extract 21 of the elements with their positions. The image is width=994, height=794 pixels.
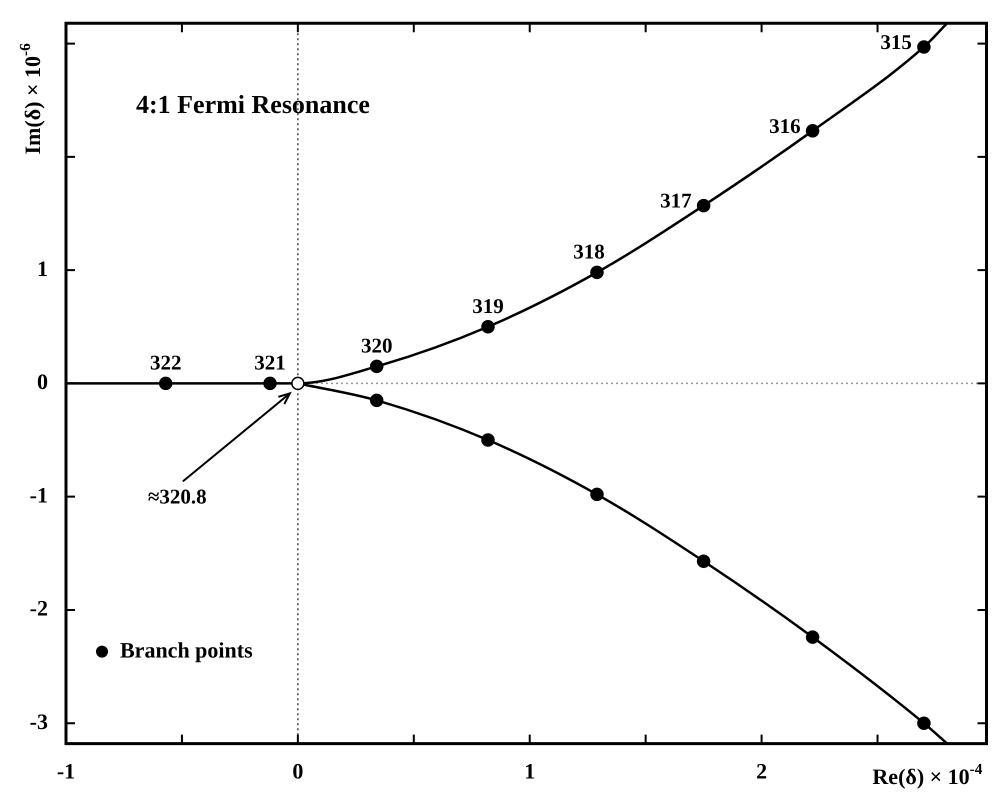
annotation: 317 xyxy=(660,188,692,213)
y-tick-label: -2 xyxy=(30,596,48,621)
y-tick-label: 1 xyxy=(37,256,48,281)
y-tick-label: -1 xyxy=(30,482,48,508)
annotation: 320 xyxy=(360,333,392,358)
annotation: ≈320.8 xyxy=(148,484,207,508)
annotation: 321 xyxy=(254,350,286,374)
legend-label: Branch points xyxy=(120,638,254,663)
text: 4:1 Fermi Resonance xyxy=(136,90,370,120)
y-tick-label: 0 xyxy=(37,369,48,394)
annotation: 315 xyxy=(880,30,912,54)
x-tick-label: -1 xyxy=(56,758,76,784)
x-tick-label: 1 xyxy=(524,758,536,784)
x-tick-label: 2 xyxy=(756,758,768,784)
annotation: 322 xyxy=(150,350,182,374)
annotation: 319 xyxy=(472,294,504,318)
x-tick-label: 0 xyxy=(292,758,304,784)
annotation: 318 xyxy=(573,239,605,264)
y-axis-title: Im(δ) × 10-6 xyxy=(17,42,45,155)
annotation: 316 xyxy=(769,114,801,138)
y-tick-label: -3 xyxy=(30,708,48,734)
